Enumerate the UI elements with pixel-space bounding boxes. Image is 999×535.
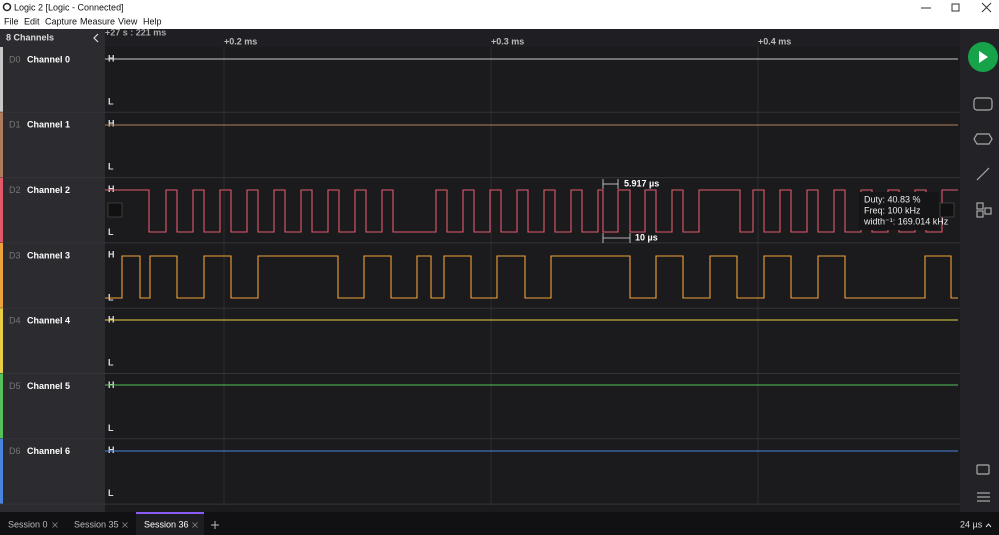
zoom-arrow[interactable] bbox=[985, 523, 992, 528]
time-ruler bbox=[105, 29, 960, 47]
pulse-width-label: 5.917 µs bbox=[624, 178, 659, 188]
close-stroke bbox=[122, 522, 128, 528]
low-label: L bbox=[108, 227, 114, 237]
analyzer-icon[interactable] bbox=[973, 133, 993, 145]
channel-name[interactable]: Channel 1 bbox=[27, 120, 70, 130]
channel-color-strip bbox=[0, 438, 3, 505]
channel-id: D4 bbox=[9, 316, 21, 326]
measure-tooltip bbox=[859, 192, 939, 230]
channel-id: D3 bbox=[9, 250, 21, 260]
waveform bbox=[105, 255, 958, 299]
session-tab[interactable]: Session 0 bbox=[8, 519, 48, 529]
waveform bbox=[105, 189, 958, 233]
next-edge-button[interactable] bbox=[939, 202, 955, 218]
channel-id: D0 bbox=[9, 54, 21, 64]
low-label: L bbox=[108, 162, 114, 172]
channel-color-strip bbox=[0, 177, 3, 243]
tab-bar bbox=[0, 512, 999, 535]
menu-item[interactable]: View bbox=[118, 16, 138, 26]
channel-name[interactable]: Channel 5 bbox=[27, 381, 70, 391]
ruler-tick: +0.2 ms bbox=[224, 36, 257, 46]
menu-item[interactable]: File bbox=[4, 16, 19, 26]
measure-icon[interactable] bbox=[976, 167, 990, 181]
channel-color-strip bbox=[0, 308, 3, 374]
high-label: H bbox=[108, 184, 115, 194]
channel-color-strip bbox=[0, 242, 3, 309]
close-stroke bbox=[192, 522, 198, 528]
freq-label: Freq: 100 kHz bbox=[864, 205, 921, 215]
inverse-width-label: width⁻¹: 169.014 kHz bbox=[863, 216, 949, 226]
channel-name[interactable]: Channel 2 bbox=[27, 185, 70, 195]
waveforms bbox=[105, 58, 958, 452]
high-label: H bbox=[108, 445, 115, 455]
new-tab-button[interactable] bbox=[211, 521, 219, 529]
channel-name[interactable]: Channel 0 bbox=[27, 54, 70, 64]
active-tab-indicator bbox=[136, 512, 204, 514]
feedback-icon[interactable] bbox=[976, 464, 990, 475]
low-label: L bbox=[108, 96, 114, 106]
low-label: L bbox=[108, 358, 114, 368]
channel-id: D2 bbox=[9, 185, 21, 195]
device-icon[interactable] bbox=[973, 97, 993, 111]
close-tab[interactable] bbox=[52, 522, 58, 528]
window-controls[interactable] bbox=[921, 2, 992, 13]
high-label: H bbox=[108, 53, 115, 63]
channel-color-strip bbox=[0, 47, 3, 113]
menu-item[interactable]: Measure bbox=[80, 16, 115, 26]
ruler-tick: +0.4 ms bbox=[758, 36, 791, 46]
menu-item[interactable]: Help bbox=[143, 16, 162, 26]
title-bar bbox=[0, 0, 999, 29]
menu-item[interactable]: Edit bbox=[24, 16, 40, 26]
channel-id: D5 bbox=[9, 381, 21, 391]
active-tab[interactable] bbox=[136, 512, 204, 535]
duty-label: Duty: 40.83 % bbox=[864, 194, 921, 204]
time-grid bbox=[223, 47, 759, 505]
window-title: Logic 2 [Logic - Connected] bbox=[14, 2, 124, 12]
ruler-origin: +27 s : 221 ms bbox=[105, 27, 166, 37]
low-label: L bbox=[108, 292, 114, 302]
low-label: L bbox=[108, 423, 114, 433]
low-label: L bbox=[108, 488, 114, 498]
ruler-tick: +0.3 ms bbox=[491, 36, 524, 46]
play-icon bbox=[979, 51, 988, 63]
channel-id: D1 bbox=[9, 120, 21, 130]
channel-id: D6 bbox=[9, 446, 21, 456]
period-label: 10 µs bbox=[635, 232, 658, 242]
app-icon bbox=[2, 2, 12, 12]
close-tab[interactable] bbox=[122, 522, 128, 528]
session-tab[interactable]: Session 36 bbox=[144, 519, 189, 529]
session-tab[interactable]: Session 35 bbox=[74, 519, 119, 529]
zoom-level: 24 µs bbox=[960, 519, 983, 529]
channel-name[interactable]: Channel 3 bbox=[27, 250, 70, 260]
channel-count: 8 Channels bbox=[6, 32, 54, 42]
menu-item[interactable]: Capture bbox=[45, 16, 77, 26]
prev-edge-button[interactable] bbox=[107, 202, 123, 218]
waveform-area bbox=[105, 29, 960, 512]
menu-bar: File Edit Capture Measure View Help bbox=[4, 16, 162, 26]
high-label: H bbox=[108, 119, 115, 129]
measure-markers bbox=[602, 179, 631, 243]
close-stroke bbox=[52, 522, 58, 528]
close-tab[interactable] bbox=[192, 522, 198, 528]
collapse-button[interactable] bbox=[93, 33, 99, 43]
channel-panel bbox=[0, 29, 105, 512]
channel-color-strip bbox=[0, 112, 3, 178]
high-label: H bbox=[108, 249, 115, 259]
extensions-icon[interactable] bbox=[976, 202, 992, 218]
channel-name[interactable]: Channel 4 bbox=[27, 316, 70, 326]
right-sidebar bbox=[960, 29, 999, 512]
channel-color-strip bbox=[0, 373, 3, 439]
menu-icon[interactable] bbox=[977, 492, 990, 502]
channel-name[interactable]: Channel 6 bbox=[27, 446, 70, 456]
